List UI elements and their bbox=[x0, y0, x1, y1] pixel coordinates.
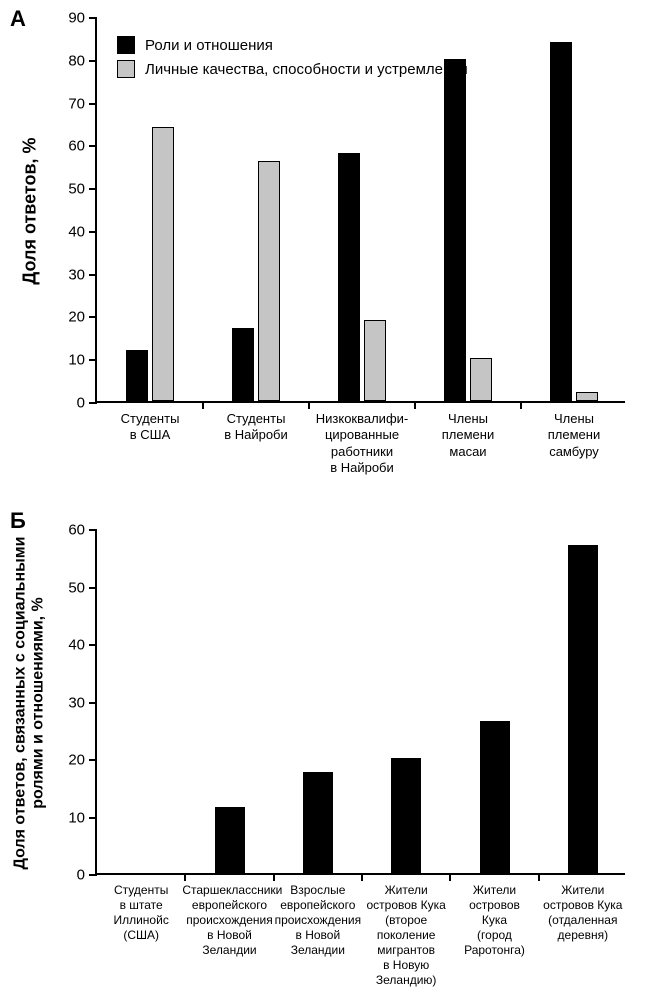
x-tick bbox=[449, 873, 451, 881]
x-tick bbox=[184, 873, 186, 881]
y-tick bbox=[89, 874, 97, 876]
bar bbox=[480, 721, 510, 873]
y-tick-label: 90 bbox=[68, 10, 85, 27]
bar bbox=[550, 42, 572, 401]
bar bbox=[391, 758, 421, 873]
panel-a-plot: Роли и отношения Личные качества, способн… bbox=[95, 18, 625, 403]
y-tick bbox=[89, 702, 97, 704]
legend-text: Роли и отношения bbox=[145, 37, 273, 54]
y-tick bbox=[89, 145, 97, 147]
y-tick bbox=[89, 644, 97, 646]
y-tick-label: 0 bbox=[77, 867, 85, 884]
y-tick bbox=[89, 817, 97, 819]
y-tick bbox=[89, 17, 97, 19]
bar bbox=[364, 320, 386, 401]
bar bbox=[152, 127, 174, 401]
y-tick-label: 40 bbox=[68, 637, 85, 654]
x-tick bbox=[538, 873, 540, 881]
x-tick bbox=[520, 401, 522, 409]
y-tick-label: 80 bbox=[68, 52, 85, 69]
y-tick-label: 20 bbox=[68, 309, 85, 326]
y-tick bbox=[89, 587, 97, 589]
bar bbox=[258, 161, 280, 401]
page: А Доля ответов, % Роли и отношенияЛичные… bbox=[0, 0, 657, 1000]
x-tick bbox=[308, 401, 310, 409]
y-tick-label: 10 bbox=[68, 352, 85, 369]
y-tick bbox=[89, 759, 97, 761]
bar bbox=[126, 350, 148, 401]
category-label: Низкоквалифи- цированные работники в Най… bbox=[306, 411, 418, 476]
bar bbox=[303, 772, 333, 873]
bar bbox=[576, 392, 598, 401]
legend-swatch bbox=[117, 36, 135, 54]
y-tick bbox=[89, 274, 97, 276]
x-tick bbox=[273, 873, 275, 881]
legend-text: Личные качества, способности и устремлен… bbox=[145, 61, 468, 78]
category-label: Студенты в США bbox=[94, 411, 206, 444]
category-label: Жители островов Кука (город Раротонга) bbox=[447, 883, 541, 958]
y-tick-label: 10 bbox=[68, 809, 85, 826]
category-label: Студенты в штате Иллинойс (США) bbox=[94, 883, 188, 943]
bar bbox=[215, 807, 245, 873]
bar bbox=[338, 153, 360, 401]
y-tick bbox=[89, 359, 97, 361]
y-tick bbox=[89, 188, 97, 190]
x-tick bbox=[202, 401, 204, 409]
y-tick bbox=[89, 103, 97, 105]
y-tick-label: 50 bbox=[68, 579, 85, 596]
y-tick-label: 70 bbox=[68, 95, 85, 112]
category-label: Жители островов Кука (второе поколение м… bbox=[359, 883, 453, 988]
y-tick bbox=[89, 402, 97, 404]
bar bbox=[568, 545, 598, 873]
category-label: Члены племени самбуру bbox=[518, 411, 630, 460]
y-tick-label: 30 bbox=[68, 266, 85, 283]
category-label: Студенты в Найроби bbox=[200, 411, 312, 444]
y-tick bbox=[89, 316, 97, 318]
x-tick bbox=[361, 873, 363, 881]
bar bbox=[232, 328, 254, 401]
category-label: Взрослые европейского происхождения в Но… bbox=[271, 883, 365, 958]
y-tick bbox=[89, 60, 97, 62]
y-tick bbox=[89, 231, 97, 233]
y-tick-label: 20 bbox=[68, 752, 85, 769]
x-tick bbox=[414, 401, 416, 409]
panel-a-legend: Роли и отношения Личные качества, способн… bbox=[117, 36, 468, 84]
panel-a-yaxis-label: Доля ответов, % bbox=[20, 18, 41, 403]
y-tick-label: 60 bbox=[68, 522, 85, 539]
legend-item: Личные качества, способности и устремлен… bbox=[117, 60, 468, 78]
y-tick-label: 30 bbox=[68, 694, 85, 711]
y-tick-label: 40 bbox=[68, 223, 85, 240]
category-label: Жители островов Кука (отдаленная деревня… bbox=[536, 883, 630, 943]
legend-item: Роли и отношения bbox=[117, 36, 468, 54]
panel-b-yaxis-label: Доля ответов, связанных с социальными ро… bbox=[12, 510, 49, 895]
y-tick-label: 50 bbox=[68, 181, 85, 198]
category-label: Старшеклассники европейского происхожден… bbox=[182, 883, 276, 958]
bar bbox=[444, 59, 466, 401]
y-tick-label: 60 bbox=[68, 138, 85, 155]
y-tick-label: 0 bbox=[77, 395, 85, 412]
panel-b-plot: 0102030405060Студенты в штате Иллинойс (… bbox=[95, 530, 625, 875]
y-tick bbox=[89, 529, 97, 531]
legend-swatch bbox=[117, 60, 135, 78]
bar bbox=[470, 358, 492, 401]
category-label: Члены племени масаи bbox=[412, 411, 524, 460]
